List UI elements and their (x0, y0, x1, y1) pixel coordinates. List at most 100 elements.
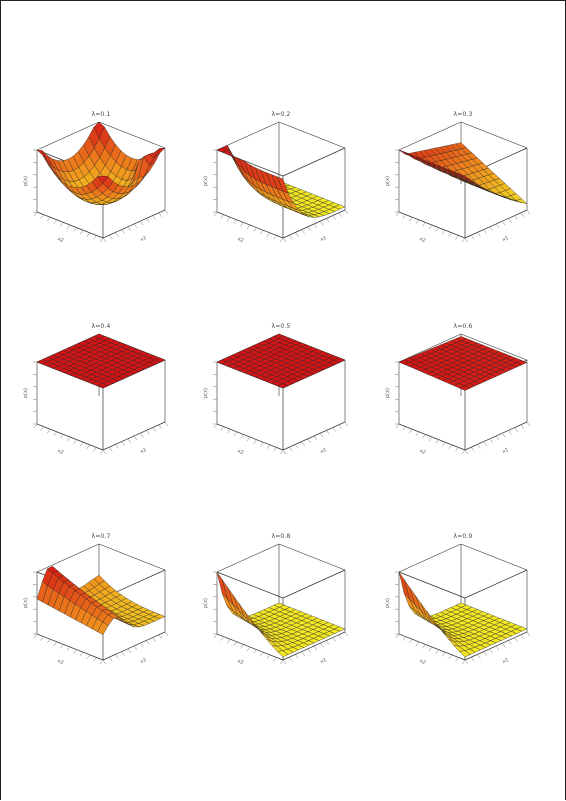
y-tick (221, 215, 224, 219)
x-tick (465, 660, 468, 664)
x-tick (502, 643, 505, 647)
surface-mesh (217, 145, 345, 217)
y-tick (240, 644, 243, 648)
y-tick (449, 445, 452, 449)
y-tick (54, 432, 57, 436)
x-tick (314, 436, 317, 440)
y-tick (240, 222, 243, 226)
x-tick (146, 640, 149, 644)
y-tick (273, 657, 276, 661)
y-tick (93, 447, 96, 451)
y-tick (436, 228, 439, 232)
y-tick (280, 450, 283, 454)
box-edge-front (465, 570, 527, 598)
x-tick (283, 660, 286, 664)
x-tick (515, 428, 518, 432)
y-axis-label: x2 (418, 658, 426, 666)
box-edge (279, 544, 345, 570)
x-tick (465, 450, 468, 454)
x-tick (471, 235, 474, 239)
y-tick (67, 647, 70, 651)
x-tick (289, 235, 292, 239)
y-axis-label: x2 (56, 236, 64, 244)
box-edge (461, 122, 527, 148)
z-axis-label: p(x) (385, 176, 391, 186)
x-tick (302, 230, 305, 234)
x-tick (122, 442, 125, 446)
y-tick (455, 235, 458, 239)
y-tick (429, 437, 432, 441)
box-edge (461, 544, 527, 570)
surface-mesh (37, 122, 165, 205)
x-tick (295, 654, 298, 658)
x-tick (527, 210, 530, 214)
x-axis-label: x1 (502, 657, 510, 665)
y-axis-label: x2 (418, 448, 426, 456)
x-tick (295, 232, 298, 236)
x-tick (345, 210, 348, 214)
y-tick (47, 639, 50, 643)
x-tick (109, 657, 112, 661)
y-tick (67, 225, 70, 229)
y-tick (403, 427, 406, 431)
x-tick (465, 238, 468, 242)
x-tick (134, 224, 137, 228)
y-tick (34, 634, 37, 638)
y-axis-label: x2 (56, 448, 64, 456)
y-tick (240, 434, 243, 438)
y-axis-label: x2 (236, 658, 244, 666)
x-tick (326, 430, 329, 434)
x-tick (115, 444, 118, 448)
x-tick (109, 235, 112, 239)
x-tick (153, 428, 156, 432)
surface-mesh (399, 143, 527, 204)
y-tick (254, 650, 257, 654)
x-tick (159, 425, 162, 429)
y-tick (267, 445, 270, 449)
surface-mesh (399, 572, 527, 657)
y-tick (93, 657, 96, 661)
x-tick (165, 422, 168, 426)
y-tick (409, 429, 412, 433)
x-axis-label: x1 (320, 235, 328, 243)
box-edge (279, 122, 345, 148)
x-tick (128, 439, 131, 443)
y-tick (74, 228, 77, 232)
y-tick (60, 644, 63, 648)
y-tick (416, 220, 419, 224)
y-tick (214, 634, 217, 638)
y-tick (260, 442, 263, 446)
z-axis-label: p(x) (203, 388, 209, 398)
y-tick (74, 650, 77, 654)
x-tick (153, 216, 156, 220)
x-tick (521, 213, 524, 217)
y-tick (41, 637, 44, 641)
y-tick (449, 233, 452, 237)
x-tick (314, 224, 317, 228)
y-tick (254, 440, 257, 444)
y-tick (396, 424, 399, 428)
x-axis-label: x1 (320, 657, 328, 665)
y-tick (234, 432, 237, 436)
box-edge (399, 544, 461, 572)
y-tick (234, 220, 237, 224)
x-tick (527, 422, 530, 426)
y-tick (80, 230, 83, 234)
y-tick (442, 442, 445, 446)
x-tick (502, 221, 505, 225)
x-tick (527, 632, 530, 636)
surface-mesh (217, 334, 345, 388)
y-tick (267, 233, 270, 237)
surface-facet (399, 150, 410, 156)
y-tick (267, 655, 270, 659)
y-tick (247, 437, 250, 441)
y-tick (54, 220, 57, 224)
y-tick (67, 437, 70, 441)
